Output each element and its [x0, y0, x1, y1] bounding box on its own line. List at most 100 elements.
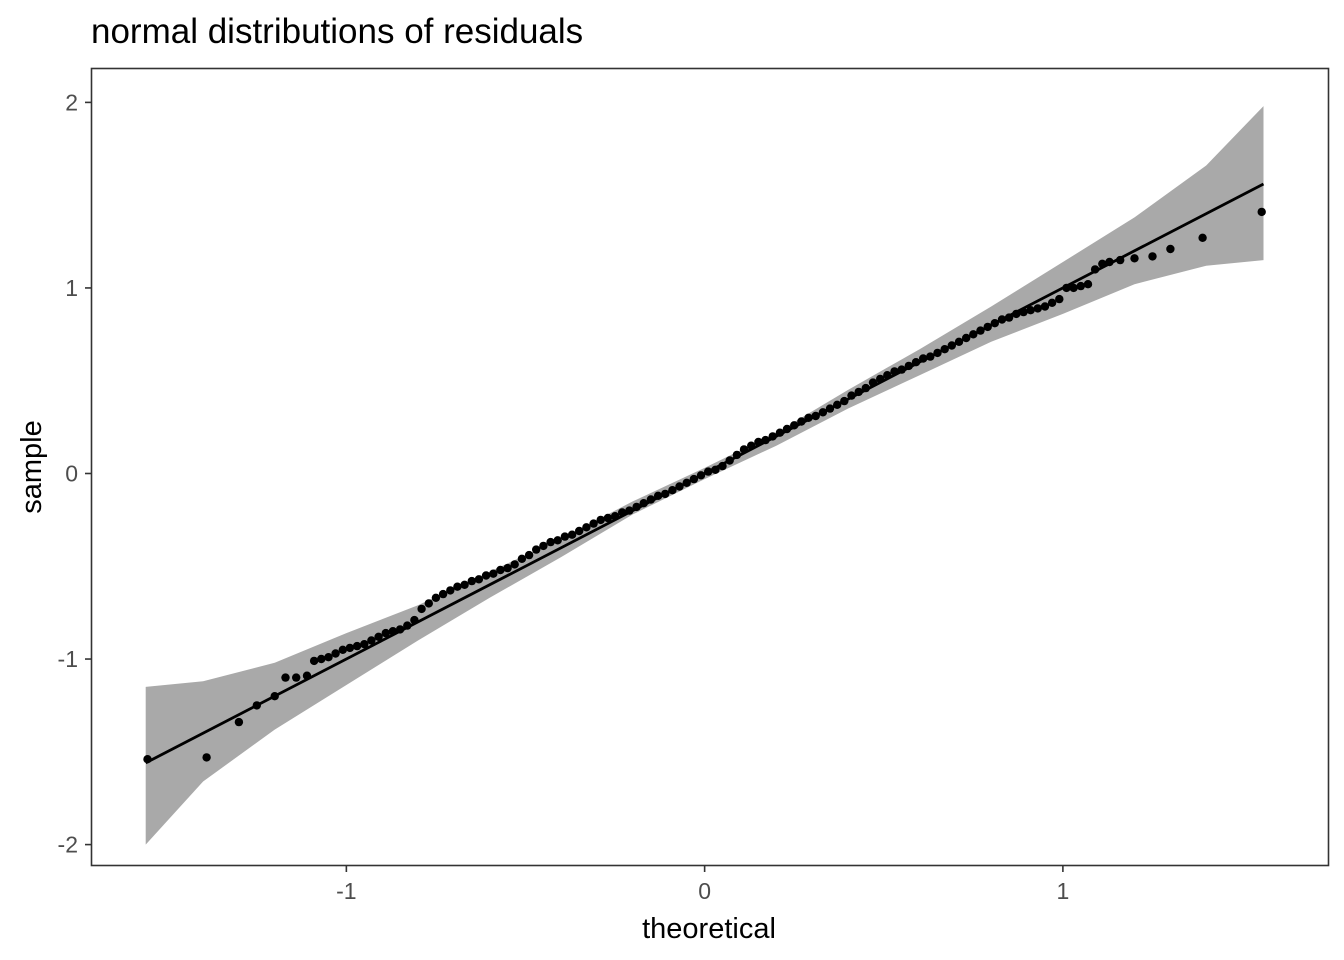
data-point: [560, 532, 570, 541]
panel-border: [90, 67, 1330, 867]
points-layer: [143, 207, 1266, 764]
data-point: [639, 499, 648, 508]
data-point: [1019, 307, 1028, 317]
data-point: [532, 545, 541, 554]
data-point: [553, 536, 562, 545]
data-point: [739, 445, 749, 454]
data-point: [704, 467, 713, 476]
data-point: [847, 391, 856, 400]
data-point: [589, 519, 598, 528]
data-point: [270, 692, 279, 701]
data-point: [202, 753, 211, 762]
y-tick-label: -1: [58, 646, 78, 672]
data-point: [424, 599, 433, 608]
data-point: [976, 326, 985, 335]
data-point: [1116, 255, 1125, 265]
data-point: [833, 400, 842, 409]
data-point: [143, 755, 152, 764]
data-point: [625, 506, 634, 515]
data-point: [732, 450, 742, 460]
data-point: [668, 486, 677, 495]
data-point: [782, 424, 792, 434]
data-point: [1012, 309, 1021, 319]
data-point: [790, 421, 799, 430]
data-point: [940, 345, 949, 354]
data-point: [460, 580, 469, 589]
data-point: [360, 640, 369, 649]
data-point: [467, 576, 476, 586]
data-point: [1098, 259, 1107, 268]
data-point: [926, 352, 935, 361]
data-point: [1148, 252, 1157, 261]
data-point: [582, 523, 591, 532]
data-point: [718, 461, 727, 471]
data-point: [897, 365, 906, 374]
data-point: [410, 615, 419, 625]
data-point: [754, 437, 763, 447]
data-point: [367, 636, 376, 645]
data-point: [453, 582, 462, 591]
data-point: [1130, 254, 1139, 263]
data-point: [374, 632, 383, 641]
data-point: [446, 586, 455, 595]
data-point: [352, 641, 362, 651]
data-point: [990, 319, 999, 328]
data-point: [661, 489, 670, 499]
data-point: [689, 474, 699, 484]
data-point: [997, 315, 1007, 324]
data-point: [381, 628, 390, 638]
y-axis-title: sample: [16, 420, 48, 514]
data-point: [861, 383, 870, 393]
data-point: [1040, 302, 1050, 311]
data-point: [1257, 207, 1266, 217]
data-point: [1083, 280, 1093, 289]
data-point: [725, 456, 734, 465]
x-tick-label: 1: [1056, 878, 1069, 904]
data-point: [775, 428, 785, 437]
data-point: [825, 404, 835, 413]
data-point: [933, 348, 942, 358]
data-point: [919, 354, 928, 363]
data-point: [603, 513, 613, 523]
data-point: [575, 526, 584, 536]
data-point: [747, 441, 756, 450]
data-point: [345, 643, 355, 653]
data-point: [1090, 265, 1100, 274]
data-point: [797, 417, 806, 426]
data-point: [1055, 294, 1064, 304]
data-point: [489, 569, 498, 578]
x-tick-label: 0: [698, 878, 711, 904]
data-point: [417, 604, 426, 614]
data-point: [517, 554, 527, 563]
data-point: [510, 560, 519, 569]
data-point: [711, 465, 720, 474]
data-point: [474, 575, 484, 584]
data-point: [1166, 244, 1175, 254]
data-point: [840, 396, 849, 406]
data-point: [431, 593, 441, 602]
data-point: [503, 563, 512, 573]
x-tick-label: -1: [336, 878, 356, 904]
data-point: [324, 653, 333, 662]
data-point: [481, 571, 491, 580]
data-point: [983, 322, 992, 332]
data-point: [646, 495, 656, 504]
data-point: [768, 432, 777, 441]
data-point: [883, 371, 892, 380]
data-point: [281, 673, 290, 682]
y-tick-label: 2: [65, 89, 78, 115]
data-point: [1076, 281, 1086, 291]
data-point: [309, 656, 319, 666]
data-point: [675, 482, 684, 491]
data-point: [696, 471, 706, 480]
data-point: [524, 550, 534, 560]
data-point: [1105, 257, 1114, 267]
y-tick-label: 0: [65, 460, 78, 486]
data-point: [904, 361, 913, 371]
data-point: [962, 333, 971, 343]
data-point: [496, 565, 505, 575]
data-point: [868, 378, 878, 387]
data-point: [947, 341, 956, 350]
data-point: [1047, 298, 1057, 307]
